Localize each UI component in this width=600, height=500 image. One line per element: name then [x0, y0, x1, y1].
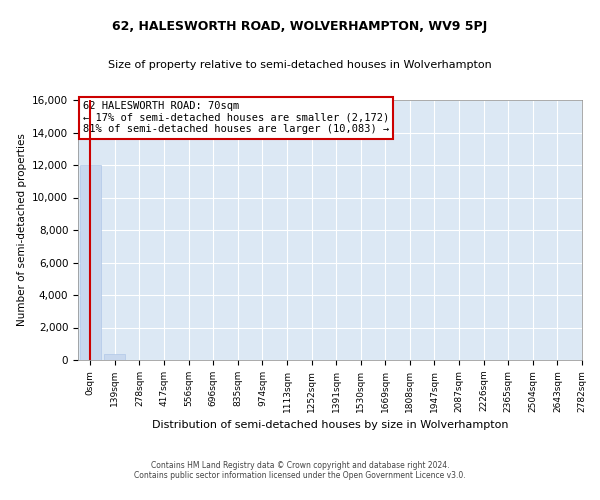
- Text: Size of property relative to semi-detached houses in Wolverhampton: Size of property relative to semi-detach…: [108, 60, 492, 70]
- Text: 62 HALESWORTH ROAD: 70sqm
← 17% of semi-detached houses are smaller (2,172)
81% : 62 HALESWORTH ROAD: 70sqm ← 17% of semi-…: [83, 102, 389, 134]
- Bar: [80, 165, 101, 360]
- X-axis label: Distribution of semi-detached houses by size in Wolverhampton: Distribution of semi-detached houses by …: [152, 420, 508, 430]
- Text: 62, HALESWORTH ROAD, WOLVERHAMPTON, WV9 5PJ: 62, HALESWORTH ROAD, WOLVERHAMPTON, WV9 …: [112, 20, 488, 33]
- Y-axis label: Number of semi-detached properties: Number of semi-detached properties: [17, 134, 26, 326]
- Text: Contains HM Land Registry data © Crown copyright and database right 2024.
Contai: Contains HM Land Registry data © Crown c…: [134, 460, 466, 480]
- Bar: [104, 354, 125, 360]
